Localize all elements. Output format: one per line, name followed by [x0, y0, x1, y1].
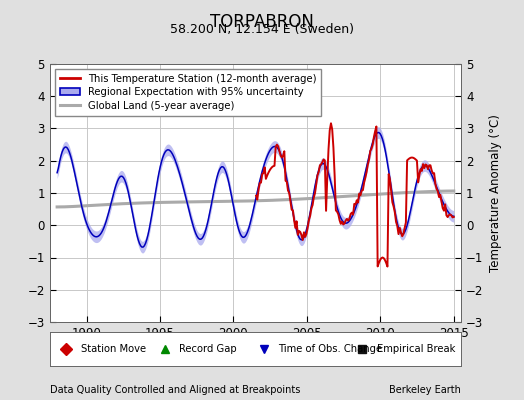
Text: TORPABRON: TORPABRON: [210, 13, 314, 31]
Text: Berkeley Earth: Berkeley Earth: [389, 385, 461, 395]
Text: Record Gap: Record Gap: [179, 344, 237, 354]
Text: 58.200 N, 12.154 E (Sweden): 58.200 N, 12.154 E (Sweden): [170, 23, 354, 36]
Text: Time of Obs. Change: Time of Obs. Change: [278, 344, 382, 354]
Text: Empirical Break: Empirical Break: [377, 344, 455, 354]
Y-axis label: Temperature Anomaly (°C): Temperature Anomaly (°C): [489, 114, 502, 272]
Legend: This Temperature Station (12-month average), Regional Expectation with 95% uncer: This Temperature Station (12-month avera…: [55, 69, 321, 116]
Text: Station Move: Station Move: [81, 344, 146, 354]
Text: Data Quality Controlled and Aligned at Breakpoints: Data Quality Controlled and Aligned at B…: [50, 385, 300, 395]
